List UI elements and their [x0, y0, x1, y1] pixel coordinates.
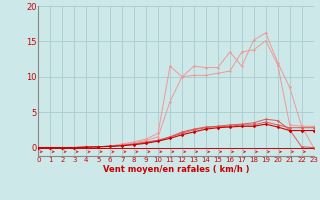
X-axis label: Vent moyen/en rafales ( km/h ): Vent moyen/en rafales ( km/h ): [103, 165, 249, 174]
